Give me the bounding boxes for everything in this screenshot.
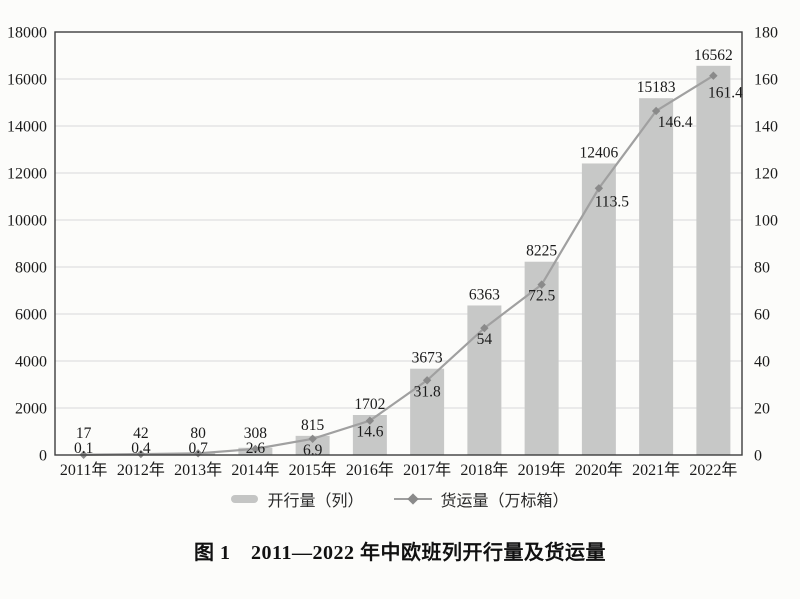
bar-value-label: 6363 (469, 286, 500, 303)
line-series-path (83, 74, 714, 456)
right-axis-tick: 120 (754, 166, 778, 183)
x-axis-label-2021年: 2021年 (632, 461, 680, 479)
x-axis-label-2014年: 2014年 (231, 461, 279, 479)
bar-value-label: 16562 (694, 47, 733, 64)
left-axis-tick: 6000 (15, 307, 47, 324)
right-axis-tick: 80 (754, 260, 770, 277)
line-value-label: 54 (477, 331, 493, 348)
line-value-label: 2.6 (246, 440, 266, 457)
bar-value-label: 17 (76, 425, 92, 442)
line-value-label: 0.4 (131, 440, 151, 457)
line-marker-2014年 (251, 444, 260, 454)
bar-series-swatch-icon (231, 495, 259, 503)
left-axis-tick: 14000 (7, 119, 47, 136)
diamond-marker-icon (406, 493, 419, 505)
x-axis-label-2020年: 2020年 (575, 461, 623, 479)
line-marker-2022年 (709, 71, 718, 80)
left-axis-tick: 0 (39, 448, 47, 465)
x-axis-label-2018年: 2018年 (460, 461, 508, 479)
bar-value-label: 308 (244, 425, 268, 442)
line-marker-2016年 (365, 416, 375, 425)
line-value-label: 161.4 (708, 85, 743, 102)
bar-2022年 (696, 65, 731, 455)
x-axis-label-2016年: 2016年 (346, 461, 394, 479)
line-value-label: 6.9 (303, 442, 323, 459)
bar-2021年 (639, 98, 674, 456)
x-axis-label-2017年: 2017年 (403, 461, 451, 479)
line-value-label: 14.6 (356, 424, 383, 441)
bar-value-label: 42 (133, 425, 149, 442)
line-marker-2012年 (136, 449, 146, 459)
left-axis-tick: 10000 (7, 213, 47, 230)
line-marker-2019年 (537, 280, 546, 289)
right-axis-tick: 60 (754, 307, 770, 324)
line-series-swatch-icon (393, 493, 432, 505)
left-axis-tick: 8000 (15, 260, 47, 277)
legend-label-line-series: 货运量（万标箱） (440, 493, 569, 510)
right-axis-tick: 0 (754, 448, 762, 465)
x-axis-label-2011年: 2011年 (60, 461, 107, 479)
right-axis-tick: 140 (754, 119, 778, 136)
bar-2020年 (581, 163, 616, 456)
figure-caption: 图 1 2011—2022 年中欧班列开行量及货运量 (194, 542, 606, 564)
x-axis-label-2015年: 2015年 (289, 461, 337, 479)
x-axis-label-2019年: 2019年 (518, 461, 566, 479)
bar-value-label: 1702 (354, 396, 385, 413)
right-axis-tick: 160 (754, 72, 778, 89)
chart-canvas: 170.1420.4800.73082.68156.9170214.636733… (7, 25, 778, 480)
right-axis-tick: 100 (754, 213, 778, 230)
line-value-label: 31.8 (414, 383, 441, 400)
plot-border (54, 31, 743, 456)
bar-value-label: 12406 (580, 144, 619, 161)
x-axis-label-2022年: 2022年 (689, 461, 737, 479)
legend-item-bar-series: 开行量（列） (231, 487, 364, 511)
line-marker-2021年 (651, 106, 661, 116)
line-marker-2015年 (308, 434, 317, 443)
legend-item-line-series: 货运量（万标箱） (393, 487, 569, 511)
left-axis-tick: 4000 (15, 354, 47, 371)
chart-legend: 开行量（列） 货运量（万标箱） (0, 487, 800, 511)
legend-label-bar-series: 开行量（列） (267, 493, 364, 510)
left-axis-tick: 2000 (15, 401, 47, 418)
line-marker-2018年 (480, 323, 489, 333)
bar-value-label: 815 (301, 417, 325, 434)
right-axis-tick: 20 (754, 401, 770, 418)
bar-value-label: 3673 (412, 350, 443, 367)
bar-value-label: 8225 (526, 243, 557, 260)
line-value-label: 72.5 (528, 288, 555, 305)
line-marker-2017年 (422, 376, 432, 385)
bar-value-label: 15183 (637, 79, 676, 96)
left-axis-tick: 12000 (7, 166, 47, 183)
line-value-label: 113.5 (595, 193, 630, 210)
line-value-label: 146.4 (658, 114, 693, 131)
right-axis-tick: 180 (754, 25, 778, 42)
bar-value-label: 80 (190, 425, 206, 442)
line-value-label: 0.7 (188, 440, 208, 457)
x-axis-label-2012年: 2012年 (117, 461, 165, 479)
line-marker-2020年 (594, 184, 604, 193)
right-axis-tick: 40 (754, 354, 770, 371)
line-value-label: 0.1 (74, 440, 93, 457)
left-axis-tick: 16000 (7, 72, 47, 89)
x-axis-label-2013年: 2013年 (174, 461, 222, 479)
left-axis-tick: 18000 (7, 25, 47, 42)
